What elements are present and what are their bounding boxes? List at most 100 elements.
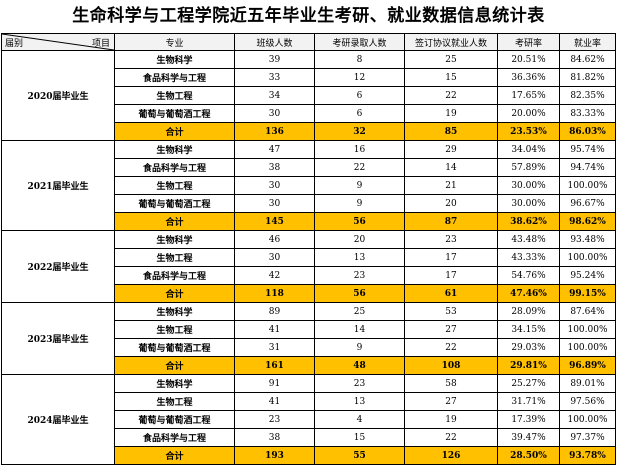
total-row: 合计 193 55 126 28.50% 93.78% [2,446,616,465]
cell-major: 食品科学与工程 [114,158,235,177]
cell-grad-rate: 20.51% [497,50,560,69]
cell-grad-admitted: 8 [314,50,405,69]
cell-grad-rate: 43.33% [497,248,560,267]
cell-grad-admitted: 9 [314,338,405,357]
header-row: 届别 项目 专业 班级人数 考研录取人数 签订协议就业人数 考研率 就业率 [1,33,616,51]
cell-class-size: 30 [234,104,315,123]
total-cell-grad-rate: 38.62% [497,212,560,231]
cell-employed: 20 [404,194,498,213]
table-row: 2024届毕业生 生物科学 91 23 58 25.27% 89.01% [1,374,616,465]
cell-grad-admitted: 23 [314,374,405,393]
cell-employed: 21 [404,176,498,195]
table-row: 食品科学与工程 38 15 22 39.47% 97.37% [2,428,616,447]
total-cell-class-size: 193 [234,446,315,465]
total-cell-grad-rate: 28.50% [497,446,560,465]
cell-major: 生物科学 [114,374,235,393]
total-cell-class-size: 145 [234,212,315,231]
cell-employment-rate: 84.62% [559,50,616,69]
cell-employed: 53 [404,302,498,321]
total-cell-employment-rate: 99.15% [559,284,616,303]
table-row: 2022届毕业生 生物科学 46 20 23 43.48% 93.48% [1,230,616,303]
cell-major: 生物科学 [114,302,235,321]
total-cell-employed: 108 [404,356,498,375]
year-group-label: 2020届毕业生 [1,50,115,141]
cell-class-size: 89 [234,302,315,321]
cell-grad-admitted: 23 [314,266,405,285]
cell-employment-rate: 100.00% [559,320,616,339]
total-cell-employment-rate: 98.62% [559,212,616,231]
cell-employment-rate: 100.00% [559,410,616,429]
stats-table: 届别 项目 专业 班级人数 考研录取人数 签订协议就业人数 考研率 就业率 20… [1,33,616,465]
cell-grad-rate: 39.47% [497,428,560,447]
cell-employed: 22 [404,86,498,105]
cell-grad-admitted: 15 [314,428,405,447]
corner-header-cell: 届别 项目 [1,33,115,51]
page-title: 生命科学与工程学院近五年毕业生考研、就业数据信息统计表 [72,6,545,26]
col-header-employment-rate: 就业率 [559,33,616,51]
total-cell-employed: 87 [404,212,498,231]
total-cell-major: 合计 [114,212,235,231]
cell-major: 生物科学 [114,230,235,249]
total-cell-employment-rate: 93.78% [559,446,616,465]
cell-employment-rate: 81.82% [559,68,616,87]
cell-class-size: 23 [234,410,315,429]
col-header-grad-rate: 考研率 [497,33,560,51]
col-header-class-size: 班级人数 [234,33,315,51]
cell-class-size: 38 [234,158,315,177]
cell-employment-rate: 95.74% [559,140,616,159]
cell-grad-rate: 36.36% [497,68,560,87]
cell-employed: 29 [404,140,498,159]
cell-grad-rate: 43.48% [497,230,560,249]
cell-employed: 25 [404,50,498,69]
cell-grad-rate: 31.71% [497,392,560,411]
cell-class-size: 30 [234,176,315,195]
cell-grad-rate: 28.09% [497,302,560,321]
cell-major: 生物工程 [114,86,235,105]
cell-grad-admitted: 6 [314,104,405,123]
year-group-label: 2022届毕业生 [1,230,115,303]
cell-grad-rate: 54.76% [497,266,560,285]
cell-class-size: 46 [234,230,315,249]
cell-employment-rate: 97.56% [559,392,616,411]
cell-major: 葡萄与葡萄酒工程 [114,410,235,429]
col-header-grad-admitted: 考研录取人数 [314,33,405,51]
cell-grad-rate: 17.65% [497,86,560,105]
total-cell-grad-admitted: 32 [314,122,405,141]
total-row: 合计 145 56 87 38.62% 98.62% [2,212,616,231]
table-row: 2020届毕业生 生物科学 39 8 25 20.51% 84.62% [1,50,616,141]
cell-employed: 22 [404,428,498,447]
cell-employment-rate: 96.67% [559,194,616,213]
cell-employment-rate: 100.00% [559,176,616,195]
cell-grad-rate: 34.04% [497,140,560,159]
cell-grad-rate: 29.03% [497,338,560,357]
table-row: 生物工程 41 13 27 31.71% 97.56% [2,392,616,411]
cell-grad-admitted: 20 [314,230,405,249]
cell-grad-rate: 57.89% [497,158,560,177]
cell-employed: 14 [404,158,498,177]
cell-employment-rate: 93.48% [559,230,616,249]
cell-employment-rate: 100.00% [559,338,616,357]
cell-employment-rate: 89.01% [559,374,616,393]
total-cell-grad-rate: 29.81% [497,356,560,375]
year-group-label: 2024届毕业生 [1,374,115,465]
cell-employed: 58 [404,374,498,393]
cell-employment-rate: 95.24% [559,266,616,285]
total-cell-grad-admitted: 48 [314,356,405,375]
total-cell-major: 合计 [114,446,235,465]
cell-grad-admitted: 25 [314,302,405,321]
cell-grad-rate: 20.00% [497,104,560,123]
cell-employed: 19 [404,104,498,123]
cell-grad-admitted: 13 [314,248,405,267]
cell-employment-rate: 97.37% [559,428,616,447]
table-row: 生物工程 30 9 21 30.00% 100.00% [2,176,616,195]
table-row: 生物工程 30 13 17 43.33% 100.00% [2,248,616,267]
cell-class-size: 34 [234,86,315,105]
cell-employed: 15 [404,68,498,87]
cell-employed: 23 [404,230,498,249]
cell-grad-admitted: 22 [314,158,405,177]
total-cell-grad-rate: 47.46% [497,284,560,303]
col-header-major: 专业 [114,33,235,51]
total-cell-grad-admitted: 56 [314,212,405,231]
table-row: 葡萄与葡萄酒工程 31 9 22 29.03% 100.00% [2,338,616,357]
cell-grad-rate: 30.00% [497,176,560,195]
